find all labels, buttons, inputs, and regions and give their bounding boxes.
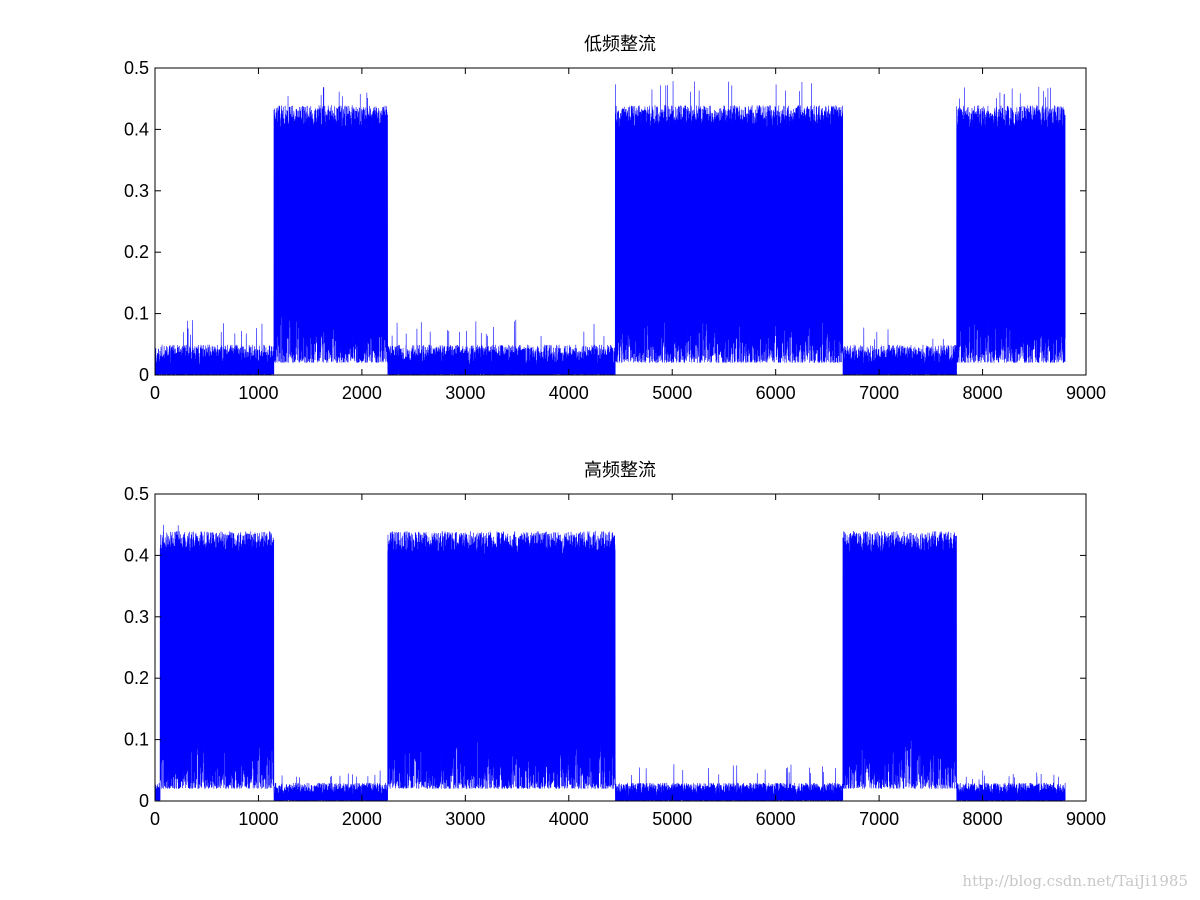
x-tick-label: 1000	[238, 383, 278, 403]
y-tick-label: 0.2	[124, 242, 149, 262]
x-tick-label: 5000	[652, 383, 692, 403]
x-tick-label: 4000	[549, 809, 589, 829]
axes-box	[154, 67, 1087, 376]
y-tick-label: 0.5	[124, 58, 149, 78]
x-tick-label: 6000	[756, 383, 796, 403]
y-tick-label: 0.1	[124, 730, 149, 750]
signal-trace	[154, 524, 1066, 802]
x-axis-ticks: 0 1000 2000 3000 4000 5000 6000 7000 8000 9000	[150, 68, 1106, 403]
x-tick-label: 5000	[652, 809, 692, 829]
x-tick-label: 8000	[963, 809, 1003, 829]
x-tick-label: 0	[150, 809, 160, 829]
chart-title: 高频整流	[584, 460, 656, 480]
x-tick-label: 2000	[342, 383, 382, 403]
x-tick-label: 6000	[756, 809, 796, 829]
x-tick-label: 4000	[549, 383, 589, 403]
y-tick-label: 0	[139, 365, 149, 385]
x-tick-label: 9000	[1066, 809, 1106, 829]
y-axis-ticks: 0 0.1 0.2 0.3 0.4 0.5	[124, 484, 1086, 811]
signal-trace	[154, 81, 1066, 376]
y-tick-label: 0.4	[124, 119, 149, 139]
x-tick-label: 3000	[445, 809, 485, 829]
y-tick-label: 0.2	[124, 668, 149, 688]
x-tick-label: 8000	[963, 383, 1003, 403]
y-tick-label: 0.5	[124, 484, 149, 504]
x-tick-label: 3000	[445, 383, 485, 403]
x-tick-label: 7000	[859, 383, 899, 403]
y-tick-label: 0.4	[124, 545, 149, 565]
y-tick-label: 0.3	[124, 181, 149, 201]
axes-box	[154, 493, 1087, 802]
chart-title: 低频整流	[584, 34, 656, 54]
x-tick-label: 9000	[1066, 383, 1106, 403]
y-tick-label: 0.1	[124, 304, 149, 324]
chart-low-freq: 低频整流 0 1000 2000 3000 4000 5000 6000 7000 8000 90…	[124, 34, 1106, 403]
x-axis-ticks: 0 1000 2000 3000 4000 5000 6000 7000 8000 9000	[150, 494, 1106, 829]
chart-high-freq: 高频整流 0 1000 2000 3000 4000 5000 6000 7000 8000 90…	[124, 460, 1106, 829]
watermark-text: http://blog.csdn.net/TaiJi1985	[962, 872, 1188, 890]
y-axis-ticks: 0 0.1 0.2 0.3 0.4 0.5	[124, 58, 1086, 385]
x-tick-label: 2000	[342, 809, 382, 829]
x-tick-label: 7000	[859, 809, 899, 829]
y-tick-label: 0	[139, 791, 149, 811]
x-tick-label: 0	[150, 383, 160, 403]
y-tick-label: 0.3	[124, 607, 149, 627]
x-tick-label: 1000	[238, 809, 278, 829]
